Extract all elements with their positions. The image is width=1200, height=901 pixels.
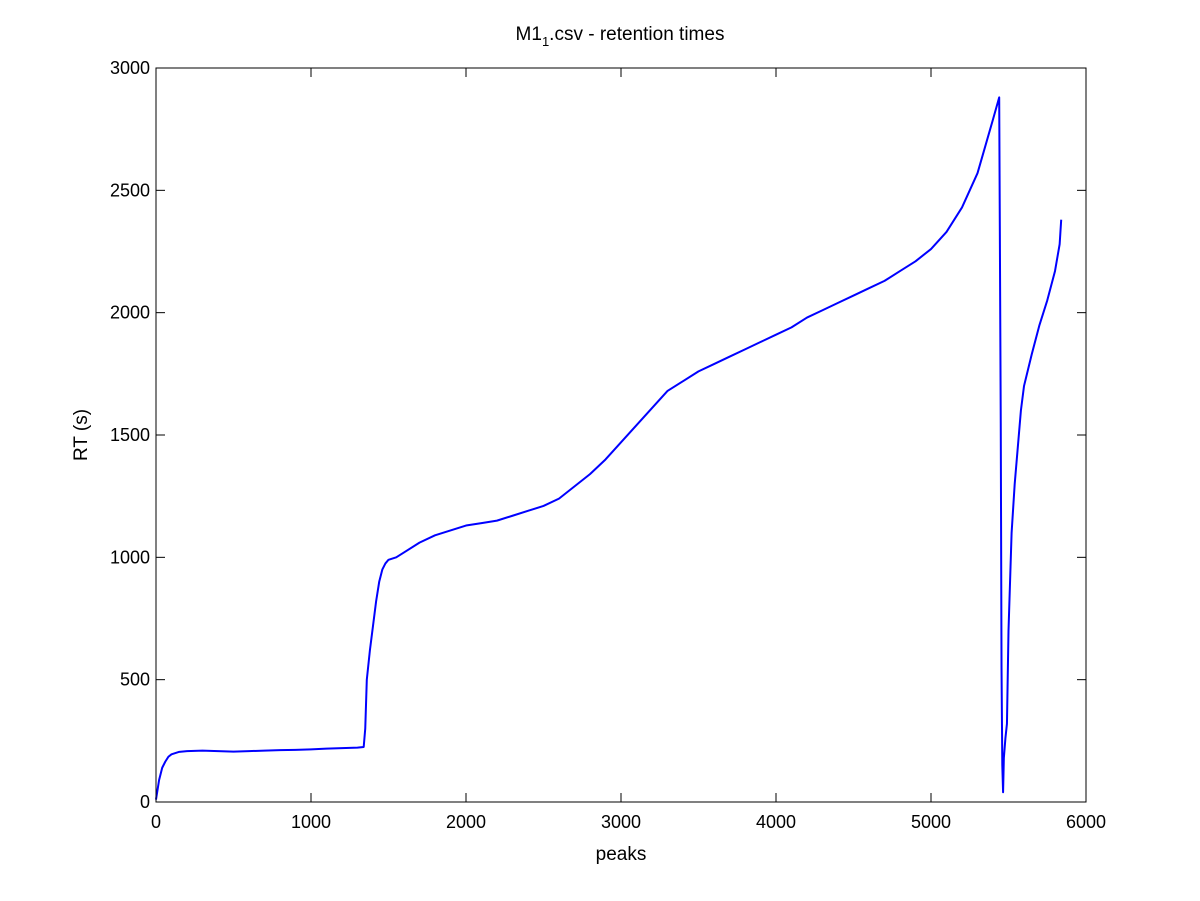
x-tick-label: 4000 xyxy=(756,812,796,832)
x-tick-label: 2000 xyxy=(446,812,486,832)
plot-area: 0 1000 2000 3000 4000 5000 6000 0 500 1000 1500 200… xyxy=(110,58,1106,832)
y-tick-label: 1500 xyxy=(110,425,150,445)
x-tick-label: 0 xyxy=(151,812,161,832)
x-tick-label: 6000 xyxy=(1066,812,1106,832)
x-tick-label: 5000 xyxy=(911,812,951,832)
x-tick-label: 1000 xyxy=(291,812,331,832)
y-axis-label: RT (s) xyxy=(71,409,92,461)
tick-layer: 0 1000 2000 3000 4000 5000 6000 0 500 1000 1500 200… xyxy=(110,58,1106,832)
y-tick-label: 3000 xyxy=(110,58,150,78)
series-line xyxy=(155,96,1063,800)
x-axis-label: peaks xyxy=(596,844,647,865)
y-tick-label: 500 xyxy=(120,670,150,690)
plot-background xyxy=(156,68,1086,802)
series-layer xyxy=(155,96,1063,800)
y-tick-label: 2500 xyxy=(110,180,150,200)
chart-title-suffix: .csv - retention times xyxy=(549,24,724,45)
x-tick-label: 3000 xyxy=(601,812,641,832)
chart-title-subscript: 1 xyxy=(542,34,549,49)
y-tick-label: 0 xyxy=(140,792,150,812)
y-tick-label: 1000 xyxy=(110,547,150,567)
chart-title: M11.csv - retention times xyxy=(516,24,725,49)
chart-title-main: M1 xyxy=(516,24,542,45)
y-tick-label: 2000 xyxy=(110,303,150,323)
